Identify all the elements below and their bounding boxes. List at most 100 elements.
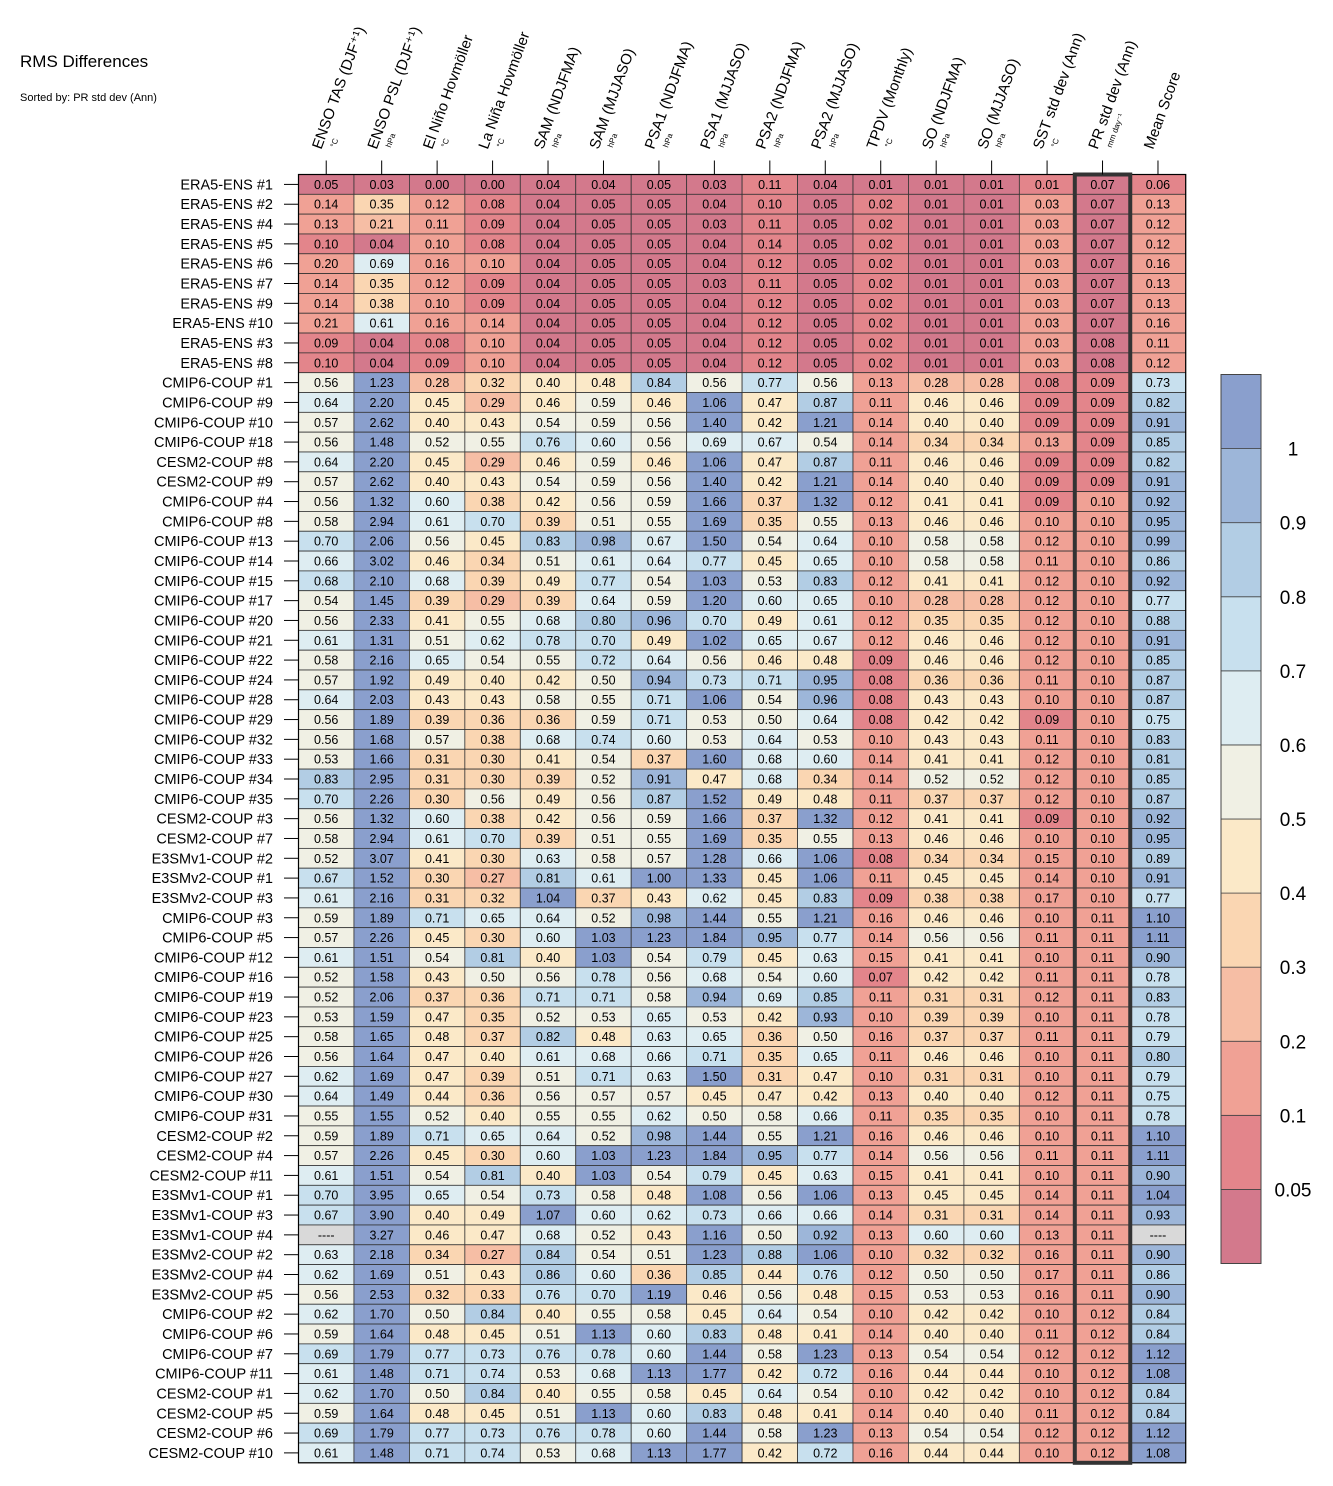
cell-value: 0.15 (869, 1169, 893, 1183)
cell-value: 1.21 (813, 1129, 837, 1143)
column-unit: °C (883, 137, 895, 149)
cell-value: 0.63 (813, 1169, 837, 1183)
cell-value: 0.01 (924, 277, 948, 291)
cell-value: 0.67 (314, 872, 338, 886)
cell-value: 0.41 (813, 1407, 837, 1421)
cell-value: 0.51 (425, 634, 449, 648)
cell-value: 0.50 (702, 1109, 726, 1123)
cell-value: 0.47 (425, 1070, 449, 1084)
cell-value: 0.62 (647, 1209, 671, 1223)
cell-value: 0.37 (480, 1030, 504, 1044)
cell-value: 0.53 (702, 733, 726, 747)
cell-value: 0.41 (979, 812, 1003, 826)
cell-value: 0.09 (1090, 416, 1114, 430)
cell-value: 0.71 (647, 693, 671, 707)
cell-value: 0.71 (647, 713, 671, 727)
row-label: ERA5-ENS #1 (180, 177, 273, 193)
cell-value: 0.10 (1090, 773, 1114, 787)
cell-value: 0.04 (591, 178, 615, 192)
cell-value: 0.54 (813, 1308, 837, 1322)
cell-value: 0.10 (1090, 654, 1114, 668)
cell-value: 0.42 (758, 416, 782, 430)
cell-value: 0.32 (924, 1248, 948, 1262)
cell-value: 0.43 (924, 693, 948, 707)
cell-value: 0.10 (1035, 1308, 1059, 1322)
cell-value: 0.13 (1146, 198, 1170, 212)
cell-value: 0.56 (314, 614, 338, 628)
cell-value: 0.12 (1090, 1367, 1114, 1381)
cell-value: 0.77 (1146, 891, 1170, 905)
cell-value: 0.48 (647, 1189, 671, 1203)
row-label: CESM2-COUP #3 (156, 812, 273, 828)
cell-value: 0.16 (869, 1129, 893, 1143)
cell-value: 0.12 (1035, 753, 1059, 767)
cell-value: 0.35 (924, 1109, 948, 1123)
row-label: CMIP6-COUP #24 (154, 673, 273, 689)
cell-value: 0.55 (480, 436, 504, 450)
cell-value: 0.59 (314, 1327, 338, 1341)
cell-value: 0.46 (536, 396, 560, 410)
cell-value: 0.10 (1090, 891, 1114, 905)
cell-value: 0.09 (1035, 812, 1059, 826)
cell-value: 0.57 (314, 931, 338, 945)
cell-value: 0.59 (314, 1129, 338, 1143)
cell-value: 0.45 (480, 535, 504, 549)
cell-value: 1.06 (813, 1248, 837, 1262)
cell-value: 0.30 (480, 773, 504, 787)
cell-value: 0.64 (758, 733, 782, 747)
cell-value: 0.60 (813, 971, 837, 985)
cell-value: 0.32 (425, 1288, 449, 1302)
cell-value: 1.51 (370, 951, 394, 965)
cell-value: 0.35 (758, 515, 782, 529)
cell-value: 0.62 (480, 634, 504, 648)
cell-value: 0.40 (979, 416, 1003, 430)
cell-value: 0.05 (647, 178, 671, 192)
cell-value: 1.32 (370, 495, 394, 509)
cell-value: 0.05 (647, 356, 671, 370)
cell-value: 0.11 (1091, 1288, 1114, 1302)
cell-value: 0.65 (813, 594, 837, 608)
cell-value: 1.23 (647, 931, 671, 945)
cell-value: 0.41 (979, 753, 1003, 767)
cell-value: 0.16 (425, 257, 449, 271)
cell-value: 0.11 (1091, 1189, 1114, 1203)
cell-value: 0.65 (813, 554, 837, 568)
cell-value: 0.42 (536, 495, 560, 509)
cell-value: 1.69 (702, 832, 726, 846)
cell-value: 0.69 (758, 991, 782, 1005)
cell-value: 0.81 (1146, 753, 1170, 767)
cell-value: 0.16 (869, 1367, 893, 1381)
cell-value: 0.36 (979, 673, 1003, 687)
cell-value: 0.46 (979, 911, 1003, 925)
cell-value: 2.16 (370, 891, 394, 905)
cell-value: 0.48 (813, 792, 837, 806)
cell-value: 0.71 (425, 1446, 449, 1460)
cell-value: 0.57 (425, 733, 449, 747)
cell-value: 0.40 (536, 1169, 560, 1183)
cell-value: 0.60 (647, 1427, 671, 1441)
cell-value: 0.12 (869, 574, 893, 588)
cell-value: 0.55 (647, 832, 671, 846)
cell-value: 1.06 (813, 872, 837, 886)
cell-value: 0.60 (591, 1209, 615, 1223)
cell-value: 0.64 (813, 713, 837, 727)
cell-value: 1.03 (591, 951, 615, 965)
cell-value: 0.04 (370, 336, 394, 350)
cell-value: 0.60 (647, 1407, 671, 1421)
cell-value: 0.63 (813, 951, 837, 965)
cell-value: 0.31 (758, 1070, 782, 1084)
cell-value: 0.47 (480, 1228, 504, 1242)
cell-value: 1.89 (370, 713, 394, 727)
cell-value: 0.43 (425, 693, 449, 707)
row-label: CMIP6-COUP #21 (154, 633, 273, 649)
cell-value: 0.17 (1035, 1268, 1059, 1282)
cell-value: 0.66 (813, 1109, 837, 1123)
cell-value: 0.29 (480, 455, 504, 469)
cell-value: 0.53 (758, 574, 782, 588)
cell-value: 0.41 (425, 852, 449, 866)
cell-value: 0.34 (425, 1248, 449, 1262)
cell-value: 0.09 (480, 277, 504, 291)
cell-value: 0.60 (813, 753, 837, 767)
cell-value: 0.10 (1035, 1129, 1059, 1143)
